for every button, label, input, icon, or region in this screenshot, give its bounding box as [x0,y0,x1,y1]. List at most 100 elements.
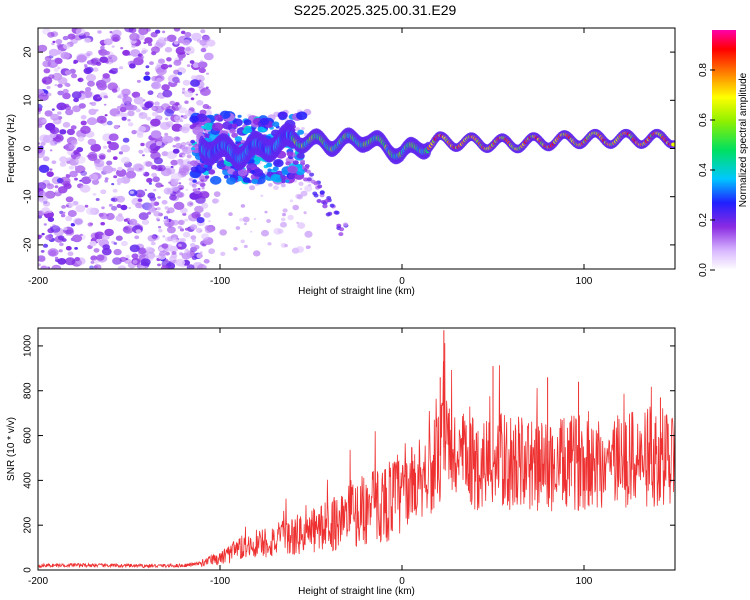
spectrogram-cell [111,45,115,48]
x-tick-label: 0 [399,276,405,287]
spectrogram-cell [166,57,172,62]
spectrogram-cell [128,207,131,209]
spectrogram-cell [182,39,191,46]
spectrogram-cell [150,118,161,127]
spectrogram-cell [204,175,210,179]
spectrogram-cell [164,215,169,219]
spectrogram-cell [191,32,202,41]
spectrogram-cell [133,96,145,105]
spectrogram-cell [208,220,211,223]
spectrogram-cell [91,179,100,185]
spectrogram-cell [104,177,109,181]
spectrogram-cell [150,200,155,204]
spectrogram-cell [73,61,77,64]
spectrogram-cell [131,130,137,135]
spectrogram-cell [86,207,96,215]
spectrogram-cell [196,227,203,234]
spectrogram-cell [45,234,53,241]
spectrogram-cell [65,257,76,266]
spectrogram-cell [98,212,104,217]
spectrogram-cell [125,170,137,179]
spectrogram-cell [197,264,207,269]
spectrogram-cell [170,159,178,166]
spectrogram-cell [280,221,287,228]
spectrogram-cell [184,218,189,222]
spectrogram-cell [43,93,46,96]
spectrogram-cell [201,186,205,190]
spectrogram-cell [59,106,64,109]
spectrogram-cell [124,103,134,111]
spectrogram-cell [42,60,52,68]
spectrogram-cell [175,142,183,149]
spectrogram-cell [70,125,77,130]
snr-frame [37,327,676,571]
spectrogram-cell [297,194,303,200]
spectrogram-cell [144,189,148,191]
spectrogram-cell [38,146,43,154]
spectrogram-cell [169,100,176,106]
spectrogram-cell [150,151,161,160]
spectrogram-cell [192,126,204,136]
spectrogram-cell [118,151,123,155]
spectrogram-cell [199,251,203,254]
spectrogram-cell [60,213,66,218]
spectrogram-cell [65,157,74,164]
spectrogram-cell [41,76,53,85]
spectrogram-cell [185,47,191,52]
chart-title: S225.2025.325.00.31.E29 [293,2,457,18]
spectrogram-cell [190,243,196,248]
spectrogram-cell [108,133,119,141]
spectrogram-cell [158,229,163,233]
spectrogram-cell [277,111,288,120]
spectrogram-cell [84,204,89,208]
spectrogram-cell [325,212,331,217]
spectrogram-cell [282,212,286,217]
spectrogram-cell [303,211,307,215]
spectrogram-cell [122,96,133,104]
spectrogram-cell [221,166,226,171]
spectrogram-cell [299,187,303,191]
spectrogram-cell [102,73,110,79]
spectrogram-cell [38,234,42,240]
spectrogram-cell [142,154,145,157]
spectrogram-cell [135,202,143,209]
spectrogram-cell [96,115,107,124]
spectrogram-cell [272,121,280,127]
spectrogram-cell [141,50,147,54]
spectrogram-cell [163,37,170,42]
spectrogram-cell [38,44,48,53]
spectrogram-cell [289,199,294,203]
spectrogram-cell [200,47,207,53]
spectrogram-cell [140,258,151,267]
spectrogram-cell [79,179,82,182]
spectrogram-cell [124,28,134,33]
spectrogram-cell [132,259,138,264]
spectrogram-cell [242,177,251,183]
spectrogram-cell [112,156,118,161]
spectrogram-cell [88,173,99,181]
spectrogram-cell [219,110,231,120]
spectrogram-cell [74,165,78,169]
spectrogram-cell [51,264,62,269]
spectrogram-cell [152,176,160,183]
snr-line [38,343,675,569]
spectrogram-cell [343,222,348,227]
spectrogram-cell [206,72,209,75]
spectrogram-cell [292,204,300,211]
spectrogram-cell [154,101,160,106]
spectrogram-cell [41,118,47,123]
colorbar-tick-label: 0.0 [698,263,709,277]
spectrogram-cell [51,160,57,164]
spectrogram-cell [50,140,58,146]
spectrogram-cell [79,184,91,193]
spectrogram-cell [47,183,51,186]
spectrogram-cell [100,222,105,226]
spectrogram-cell [129,244,140,253]
spectrogram-cell [51,108,55,111]
spectrogram-cell [122,49,130,56]
spectrogram-cell [285,179,290,183]
spectrogram-cell [306,177,312,182]
spectrogram-cell [140,266,145,269]
spectrogram-cell [180,142,187,147]
spectrogram-cell [40,250,45,253]
